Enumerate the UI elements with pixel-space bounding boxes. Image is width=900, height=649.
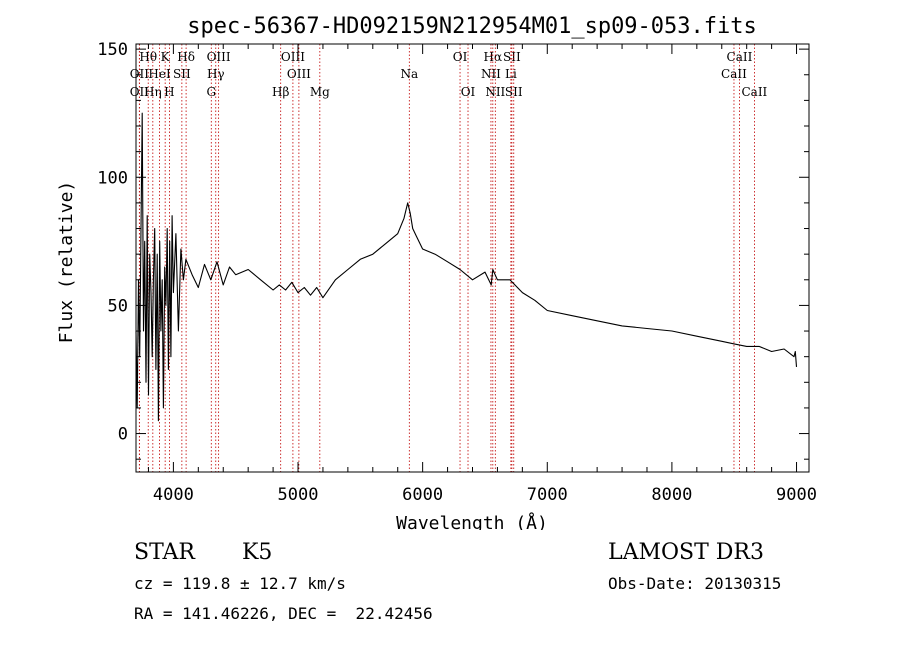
line-label: OII (130, 67, 150, 81)
line-label: Hη (144, 85, 162, 99)
y-axis-label: Flux (relative) (56, 181, 77, 344)
x-tick-label: 5000 (278, 485, 319, 505)
line-label: CaII (741, 85, 767, 99)
flux-series (135, 112, 798, 422)
observation-date: Obs-Date: 20130315 (608, 574, 782, 593)
line-label: Hδ (177, 50, 195, 64)
object-subclass: K5 (242, 540, 273, 565)
line-label: NII (481, 67, 501, 81)
line-label: OII (130, 85, 150, 99)
x-tick-label: 9000 (776, 485, 817, 505)
line-label: Hα (484, 50, 503, 64)
line-label: Li (505, 67, 517, 81)
line-label: G (206, 85, 216, 99)
chart-title: spec-56367-HD092159N212954M01_sp09-053.f… (187, 14, 757, 39)
object-class: STAR (134, 540, 195, 565)
line-label: H (164, 85, 174, 99)
y-tick-label: 100 (97, 168, 128, 188)
line-label: SII (503, 50, 521, 64)
line-label: SII (173, 67, 191, 81)
x-axis: 4000 5000 6000 7000 8000 9000 (147, 44, 817, 505)
coordinates: RA = 141.46226, DEC = 22.42456 (134, 604, 433, 623)
y-axis: 0 50 100 150 (97, 40, 809, 460)
y-tick-label: 50 (108, 296, 128, 316)
line-label: OIII (287, 67, 311, 81)
line-label: OIII (207, 50, 231, 64)
line-label: NII (485, 85, 505, 99)
line-label: K (161, 50, 171, 64)
survey-name: LAMOST DR3 (608, 540, 764, 565)
x-axis-label: Wavelength (Å) (396, 512, 548, 530)
line-label: CaII (727, 50, 753, 64)
y-tick-label: 0 (118, 425, 128, 445)
x-tick-label: 7000 (527, 485, 568, 505)
line-label: Hβ (272, 85, 289, 99)
spectrum-chart: spec-56367-HD092159N212954M01_sp09-053.f… (56, 14, 817, 530)
plot-frame (135, 43, 810, 473)
x-tick-label: 4000 (153, 485, 194, 505)
redshift-value: cz = 119.8 ± 12.7 km/s (134, 574, 346, 593)
line-label: OIII (281, 50, 305, 64)
line-label: Mg (310, 85, 330, 99)
line-label: OI (461, 85, 476, 99)
x-tick-label: 6000 (402, 485, 443, 505)
line-label: HeI (148, 67, 171, 81)
line-label: Na (400, 67, 418, 81)
line-label: OI (453, 50, 468, 64)
line-label: SII (505, 85, 523, 99)
x-tick-label: 8000 (651, 485, 692, 505)
line-label: Hγ (207, 67, 225, 81)
line-label: Hθ (139, 50, 157, 64)
flux-series-group (135, 112, 798, 422)
line-label: CaII (721, 67, 747, 81)
y-tick-label: 150 (97, 40, 128, 60)
